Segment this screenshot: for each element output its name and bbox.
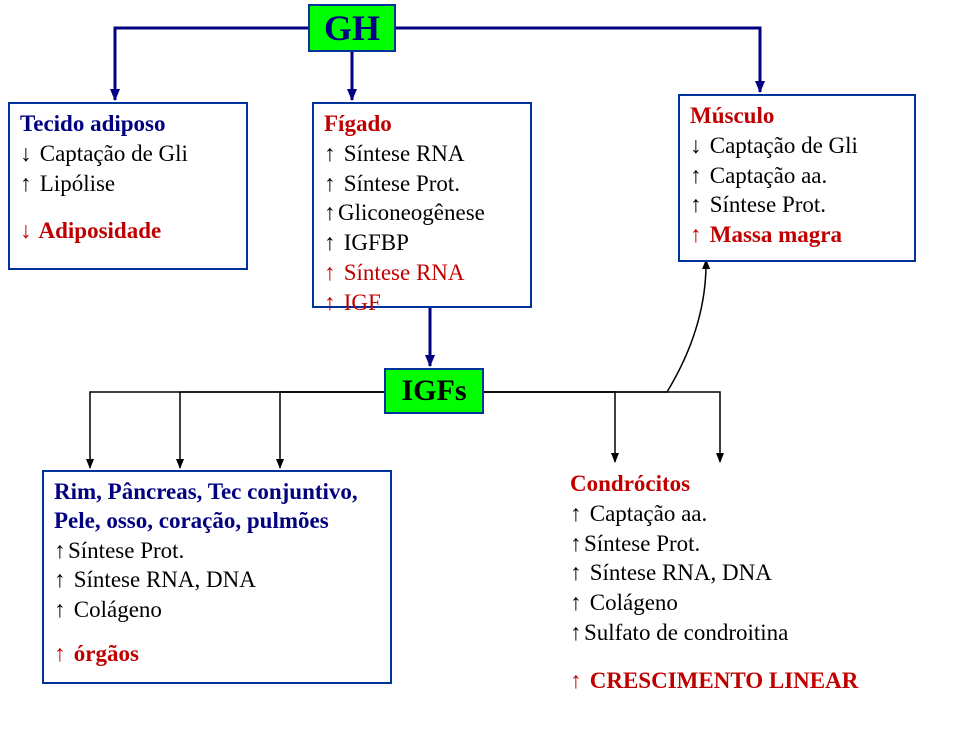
muscle-l3: ↑ Síntese Prot. [690,190,904,220]
liver-l1: ↑ Síntese RNA [324,139,520,169]
adipose-box: Tecido adiposo ↓ Captação de Gli ↑ Lipól… [8,102,248,270]
adipose-l1: ↓ Captação de Gli [20,139,236,169]
liver-l6: ↑ IGF [324,288,520,318]
organs-l4: ↑ órgãos [54,639,380,669]
organs-box: Rim, Pâncreas, Tec conjuntivo, Pele, oss… [42,470,392,684]
liver-l3: ↑Gliconeogênese [324,198,520,228]
muscle-l1: ↓ Captação de Gli [690,131,904,161]
muscle-title: Músculo [690,102,904,131]
chondro-l1: ↑ Captação aa. [570,499,880,529]
organs-l1: ↑Síntese Prot. [54,536,380,566]
chondro-l3: ↑ Síntese RNA, DNA [570,558,880,588]
liver-l4: ↑ IGFBP [324,228,520,258]
igfs-box: IGFs [384,368,484,414]
gh-label: GH [324,8,380,48]
liver-box: Fígado ↑ Síntese RNA ↑ Síntese Prot. ↑Gl… [312,102,532,308]
muscle-l2: ↑ Captação aa. [690,161,904,191]
organs-l2: ↑ Síntese RNA, DNA [54,565,380,595]
chondro-title: Condrócitos [570,470,880,499]
chondro-l4: ↑ Colágeno [570,588,880,618]
chondro-l5: ↑Sulfato de condroitina [570,618,880,648]
adipose-title: Tecido adiposo [20,110,236,139]
liver-title: Fígado [324,110,520,139]
adipose-l2: ↑ Lipólise [20,169,236,199]
gh-box: GH [308,4,396,52]
igfs-label: IGFs [401,374,466,407]
organs-l3: ↑ Colágeno [54,595,380,625]
adipose-l3: ↓ Adiposidade [20,216,236,246]
organs-title: Rim, Pâncreas, Tec conjuntivo, [54,478,380,507]
muscle-l4: ↑ Massa magra [690,220,904,250]
chondro-l2: ↑Síntese Prot. [570,529,880,559]
liver-l2: ↑ Síntese Prot. [324,169,520,199]
liver-l5: ↑ Síntese RNA [324,258,520,288]
muscle-box: Músculo ↓ Captação de Gli ↑ Captação aa.… [678,94,916,262]
organs-title2: Pele, osso, coração, pulmões [54,507,380,536]
chondro-box: Condrócitos ↑ Captação aa. ↑Síntese Prot… [560,464,890,722]
chondro-growth: ↑ CRESCIMENTO LINEAR [570,666,880,696]
